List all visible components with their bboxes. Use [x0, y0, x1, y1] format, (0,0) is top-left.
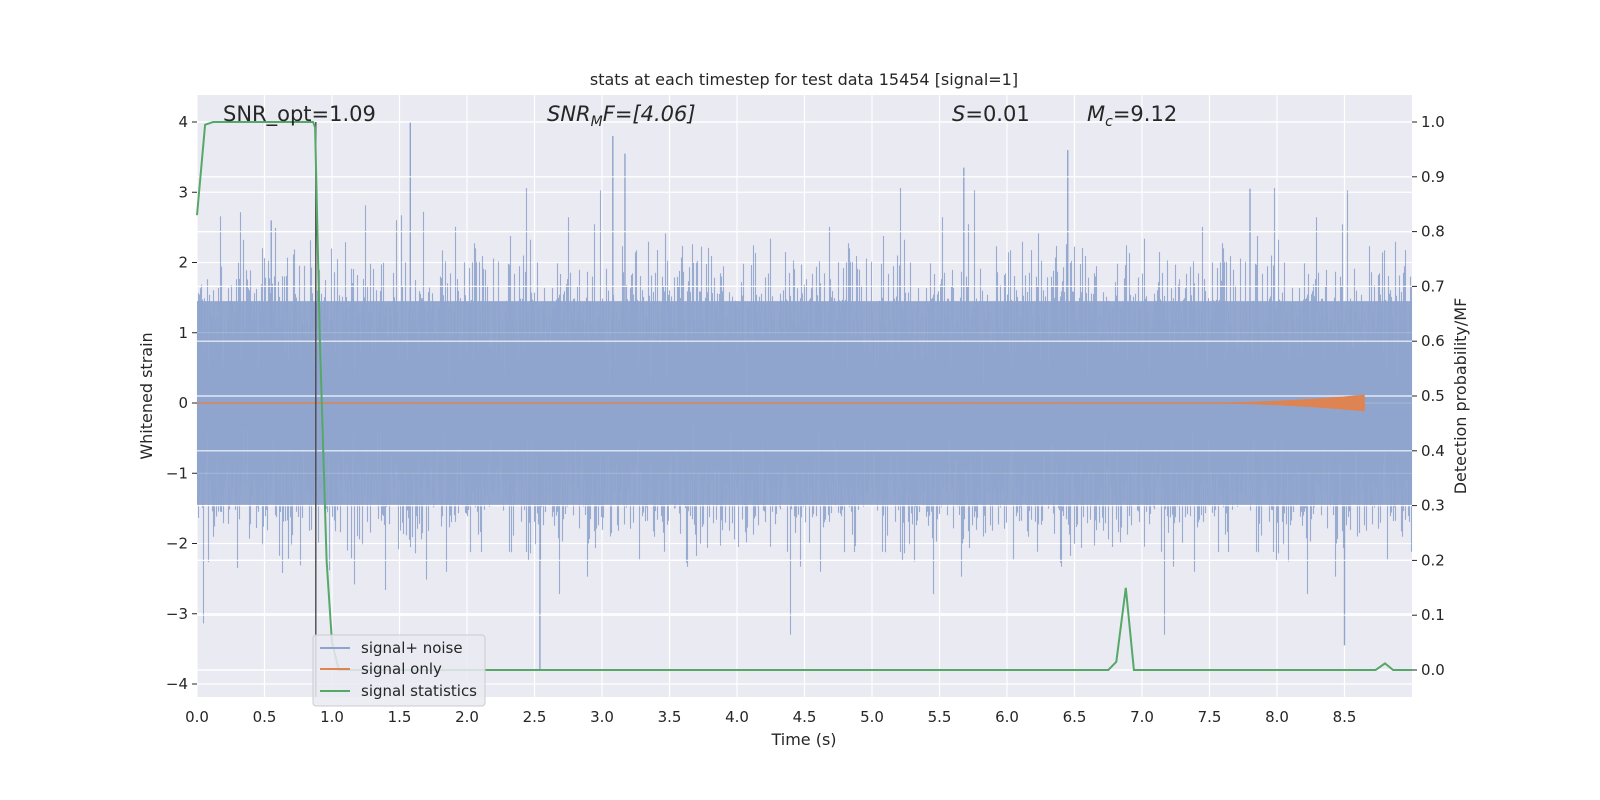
x-tick-label: 6.5 [1063, 708, 1087, 726]
x-tick-label: 0.0 [185, 708, 209, 726]
x-tick-label: 2.5 [523, 708, 547, 726]
annotation-mc: Mc=9.12 [1087, 102, 1177, 130]
series-signal-only [197, 122, 1365, 697]
y-left-tick-label: 3 [178, 183, 188, 201]
signal-chirp [1187, 394, 1365, 412]
legend-label-signal-statistics: signal statistics [361, 682, 477, 700]
x-tick-label: 4.0 [725, 708, 749, 726]
y-right-tick-label: 0.6 [1421, 332, 1445, 350]
chart-title: stats at each timestep for test data 154… [590, 70, 1018, 89]
annotation-s-rest: =0.01 [965, 102, 1029, 126]
annotation-snr-mf-main: SNR [547, 102, 591, 126]
y-left-tick-label: 1 [178, 324, 188, 342]
y-left-tick-label: 2 [178, 254, 188, 272]
x-tick-label: 7.5 [1198, 708, 1222, 726]
y-right-tick-label: 0.8 [1421, 223, 1445, 241]
annotation-mc-sub: c [1105, 114, 1113, 130]
x-tick-label: 6.0 [995, 708, 1019, 726]
y-right-tick-label: 0.9 [1421, 168, 1445, 186]
annotation-s: S=0.01 [952, 102, 1030, 126]
tick-labels: 0.0 0.5 1.0 1.5 2.0 2.5 3.0 3.5 4.0 4.5 5.0 5.5 6.0 6… [166, 113, 1445, 726]
y-right-tick-label: 0.2 [1421, 551, 1445, 569]
y-axis-right-label: Detection probability/MF [1451, 298, 1470, 495]
y-left-tick-label: −4 [166, 675, 188, 693]
y-left-tick-label: −3 [166, 605, 188, 623]
y-right-tick-label: 0.7 [1421, 277, 1445, 295]
x-tick-label: 2.0 [455, 708, 479, 726]
x-tick-label: 1.5 [388, 708, 412, 726]
y-right-tick-label: 0.5 [1421, 387, 1445, 405]
x-tick-label: 0.5 [253, 708, 277, 726]
annotation-snr-mf: SNRMF=[4.06] [547, 102, 696, 130]
x-tick-label: 3.5 [658, 708, 682, 726]
y-right-tick-label: 0.4 [1421, 442, 1445, 460]
annotation-snr-opt: SNR_opt=1.09 [223, 102, 376, 127]
y-right-tick-label: 1.0 [1421, 113, 1445, 131]
x-tick-label: 4.5 [793, 708, 817, 726]
x-tick-label: 3.0 [590, 708, 614, 726]
series-signal-statistics [196, 121, 1412, 671]
y-right-tick-label: 0.0 [1421, 661, 1445, 679]
x-tick-label: 5.5 [928, 708, 952, 726]
annotation-mc-main: M [1087, 102, 1105, 126]
y-axis-left-label: Whitened strain [137, 332, 156, 459]
legend: signal+ noise signal only signal statist… [312, 634, 486, 707]
annotation-s-main: S [952, 102, 965, 126]
legend-label-signal-plus-noise: signal+ noise [361, 639, 463, 657]
x-tick-label: 7.0 [1130, 708, 1154, 726]
legend-box [312, 634, 486, 707]
x-tick-label: 8.0 [1265, 708, 1289, 726]
y-right-tick-label: 0.1 [1421, 606, 1445, 624]
x-tick-label: 1.0 [320, 708, 344, 726]
y-right-tick-label: 0.3 [1421, 497, 1445, 515]
signal-statistics-line [196, 121, 1412, 671]
legend-label-signal-only: signal only [361, 660, 442, 678]
x-tick-label: 8.5 [1333, 708, 1357, 726]
annotation-snr-mf-sub: M [591, 114, 603, 130]
y-left-tick-label: 4 [178, 113, 188, 131]
y-left-tick-label: 0 [178, 394, 188, 412]
annotation-mc-rest: =9.12 [1113, 102, 1177, 126]
annotation-snr-mf-rest: F=[4.06] [603, 102, 696, 126]
x-tick-label: 5.0 [860, 708, 884, 726]
y-left-tick-label: −2 [166, 535, 188, 553]
x-axis-label: Time (s) [770, 730, 836, 749]
y-left-tick-label: −1 [166, 464, 188, 482]
